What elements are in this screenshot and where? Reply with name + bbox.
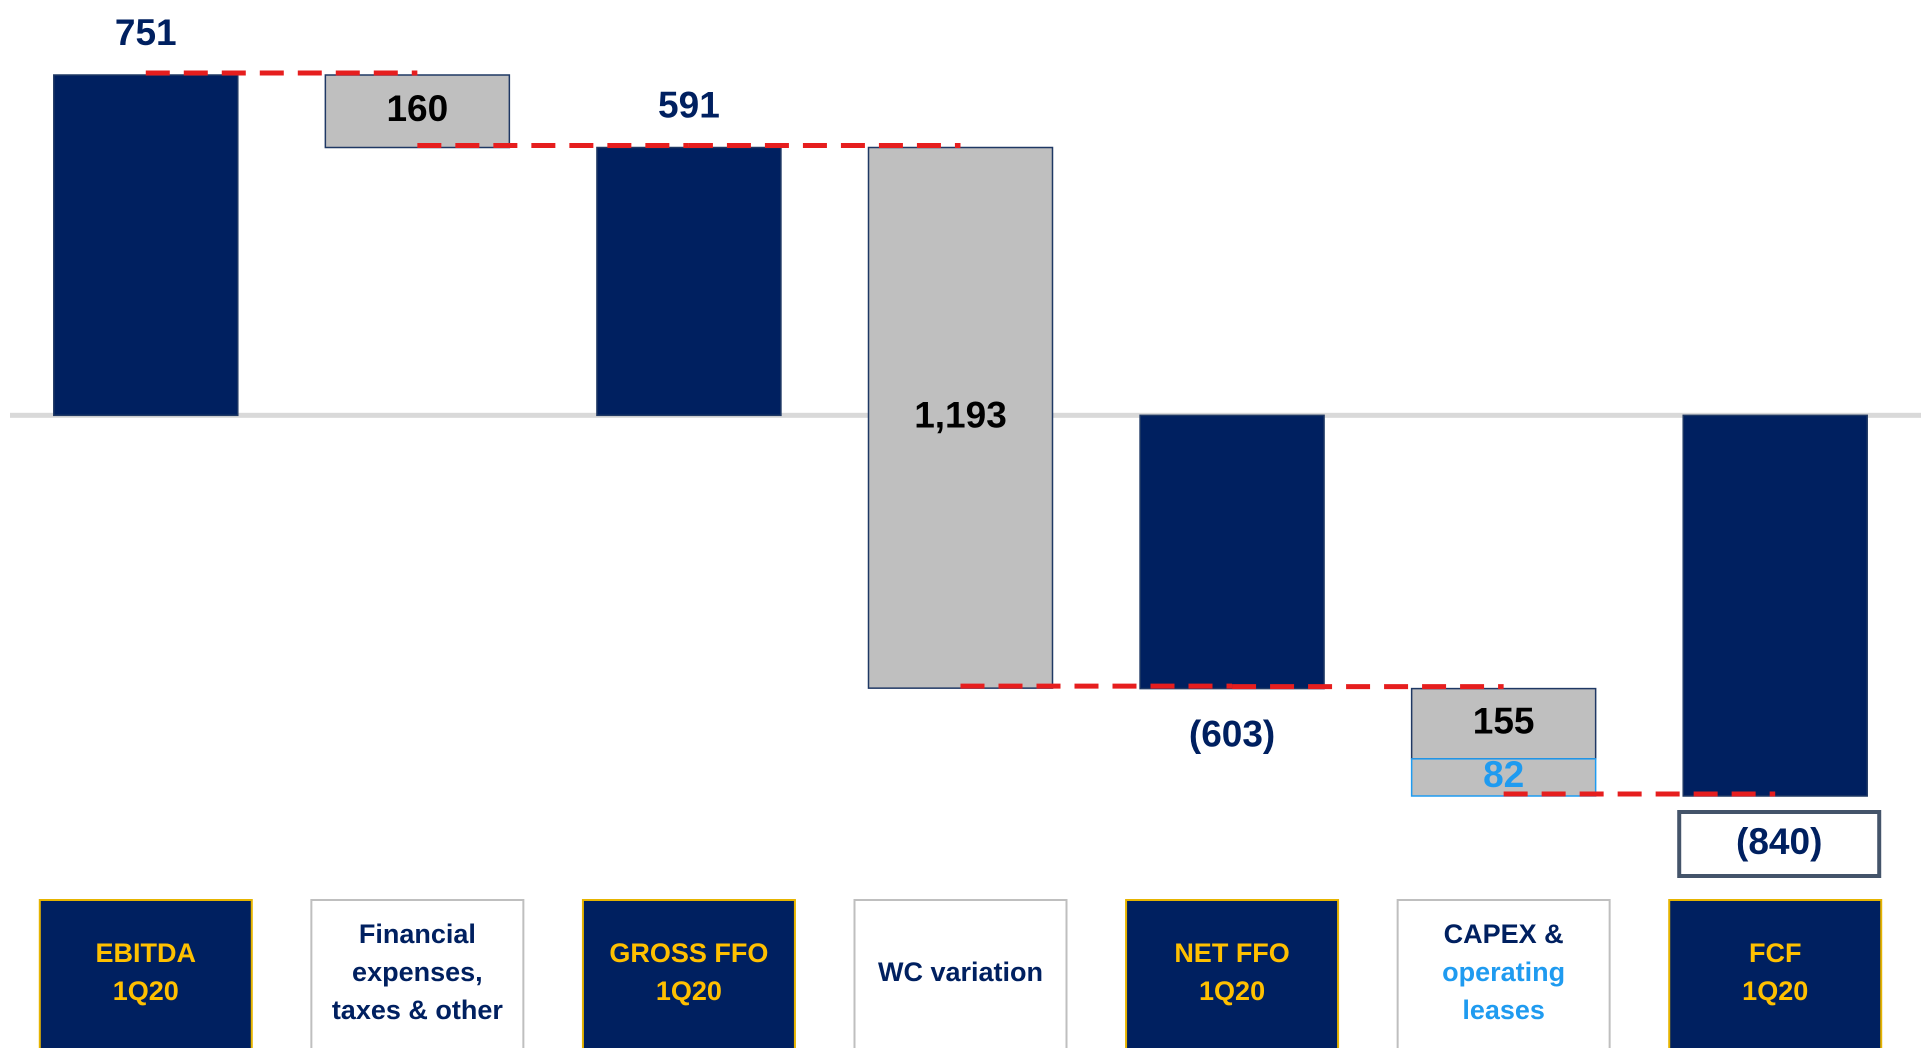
value-label: 155 — [1473, 701, 1535, 742]
category-box — [581, 899, 796, 1048]
category-label: taxes & other — [332, 995, 504, 1025]
category-label: WC variation — [878, 957, 1043, 987]
category-label: expenses, — [352, 957, 483, 987]
category-box — [38, 899, 253, 1048]
change-bar — [867, 146, 1054, 689]
value-label: 591 — [658, 84, 720, 125]
category-box — [1396, 899, 1611, 1048]
total-bar — [596, 146, 782, 417]
category-box — [853, 899, 1068, 1048]
category-label: NET FFO — [1174, 938, 1290, 968]
category-label: Financial — [359, 919, 476, 949]
category-label: leases — [1462, 995, 1545, 1025]
value-label: 1,193 — [914, 395, 1007, 436]
category-label: 1Q20 — [113, 976, 179, 1006]
value-label: 751 — [115, 12, 177, 53]
value-label: (603) — [1189, 713, 1275, 754]
category-box — [1668, 899, 1883, 1048]
total-bar — [1682, 414, 1868, 797]
value-label: 82 — [1483, 754, 1524, 795]
category-label: FCF — [1749, 938, 1801, 968]
total-bar — [53, 74, 239, 417]
category-box — [310, 899, 525, 1048]
label-box — [1677, 810, 1882, 878]
category-label: EBITDA — [96, 938, 197, 968]
category-label: GROSS FFO — [609, 938, 768, 968]
category-label: 1Q20 — [1199, 976, 1265, 1006]
category-box — [1125, 899, 1340, 1048]
category-label: 1Q20 — [656, 976, 722, 1006]
category-label: CAPEX & — [1444, 919, 1564, 949]
value-label: 160 — [386, 88, 448, 129]
value-label: (840) — [1736, 821, 1822, 862]
total-bar — [1139, 414, 1325, 690]
category-label: 1Q20 — [1742, 976, 1808, 1006]
category-label: operating — [1442, 957, 1565, 987]
change-bar — [1410, 687, 1597, 760]
